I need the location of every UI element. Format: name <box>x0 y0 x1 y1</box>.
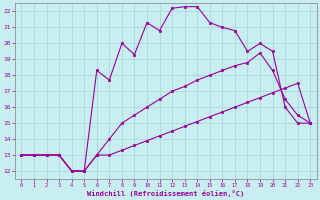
X-axis label: Windchill (Refroidissement éolien,°C): Windchill (Refroidissement éolien,°C) <box>87 190 244 197</box>
